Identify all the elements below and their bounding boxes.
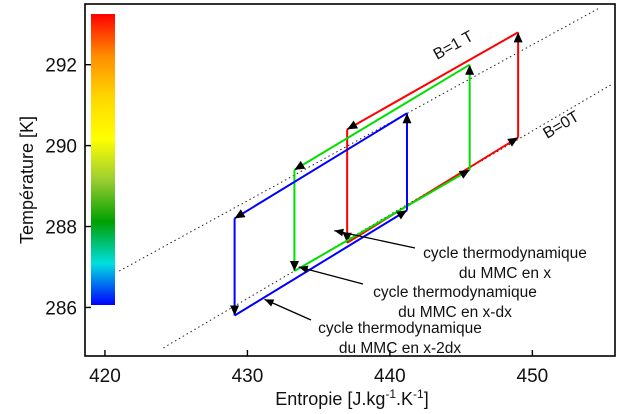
x-axis-ticks: 420 430 440 450 (89, 350, 548, 387)
annotation-2-line-2: du MMC en x-dx (398, 304, 512, 321)
annotation-1: cycle thermodynamique du MMC en x (334, 228, 587, 282)
cycle-1-arrowhead-1 (507, 137, 519, 147)
cycle-1-arrowhead-2 (513, 32, 523, 43)
cycle-1-arrowhead-4 (342, 232, 352, 243)
annotation-1-arrowhead (334, 228, 344, 237)
cycle-1-arrowhead-3 (347, 120, 359, 130)
annotation-3-line-2: du MMC en x-2dx (339, 340, 462, 357)
field-line-1 (118, 7, 600, 272)
y-axis-ticks: 286 288 290 292 (45, 56, 91, 319)
y-tick-label: 292 (45, 56, 77, 77)
y-tick-label: 286 (45, 298, 77, 319)
field-lines (118, 7, 611, 349)
cycle-1 (342, 31, 523, 244)
cycle-3 (230, 112, 412, 317)
annotation-2-arrow (298, 266, 364, 285)
cycle-1-segment-3 (346, 31, 519, 131)
y-tick-label: 288 (45, 218, 77, 239)
annotation-1-line-2: du MMC en x (459, 265, 551, 282)
annotation-3-arrowhead (264, 299, 275, 307)
x-tick-label: 430 (232, 366, 264, 387)
annotation-2-line-1: cycle thermodynamique (373, 284, 537, 301)
annotation-2-arrowhead (298, 265, 309, 273)
annotation-1-line-1: cycle thermodynamique (423, 245, 587, 262)
annotation-2: cycle thermodynamique du MMC en x-dx (298, 265, 537, 321)
cycle-3-arrowhead-1 (396, 210, 407, 220)
x-tick-label: 440 (374, 366, 406, 387)
y-axis-label: Température [K] (17, 116, 37, 244)
x-axis-label: Entropie [J.kg-1.K-1] (275, 387, 428, 409)
cycle-2-arrowhead-2 (465, 64, 475, 75)
cycle-2 (289, 63, 475, 272)
cycle-3-arrowhead-4 (230, 305, 240, 316)
field-line-2 (163, 84, 611, 349)
x-tick-label: 420 (89, 366, 121, 387)
annotation-3: cycle thermodynamique du MMC en x-2dx (264, 298, 482, 357)
annotation-1-arrow (334, 229, 416, 249)
cycle-3-arrowhead-3 (234, 209, 246, 219)
cycle-2-segment-1 (293, 169, 471, 272)
cycle-3-segment-1 (234, 209, 408, 317)
y-tick-label: 290 (45, 137, 77, 158)
plot-area (84, 3, 616, 357)
cycle-3-arrowhead-2 (402, 113, 412, 124)
annotation-3-line-1: cycle thermodynamique (318, 320, 482, 337)
cycle-2-arrowhead-1 (458, 169, 470, 179)
cycle-2-segment-3 (293, 63, 471, 171)
colorbar (91, 14, 115, 305)
x-tick-label: 450 (517, 366, 549, 387)
cycle-3-segment-3 (234, 112, 408, 220)
cycle-2-arrowhead-3 (294, 160, 306, 170)
cycle-series (230, 31, 523, 317)
cycle-2-arrowhead-4 (289, 261, 299, 272)
